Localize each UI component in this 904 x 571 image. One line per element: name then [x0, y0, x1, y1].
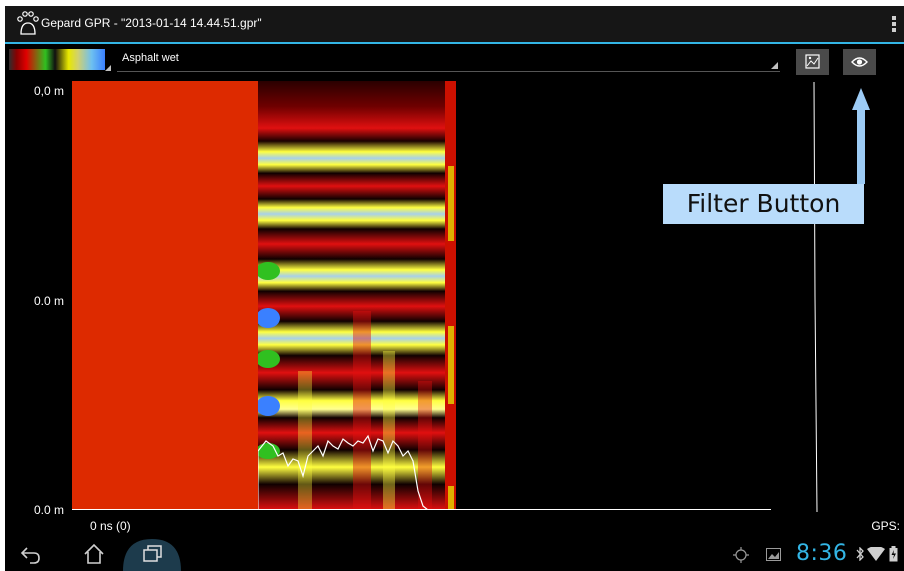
- depth-label-middle: 0.0 m: [34, 294, 65, 308]
- screenshot-icon: [766, 548, 781, 561]
- home-icon[interactable]: [82, 542, 106, 566]
- gps-label: GPS:: [871, 519, 900, 533]
- wifi-icon: [867, 547, 885, 561]
- filter-button[interactable]: [843, 49, 876, 75]
- map-button[interactable]: [796, 49, 829, 75]
- app-title: Gepard GPR - "2013-01-14 14.44.51.gpr": [41, 16, 262, 30]
- clock: 8:36: [796, 541, 848, 566]
- overflow-menu-icon[interactable]: [890, 15, 898, 33]
- annotation-label: Filter Button: [663, 184, 864, 224]
- position-marker-line: [813, 82, 818, 512]
- empty-scan-region: [72, 81, 258, 510]
- back-icon[interactable]: [19, 542, 43, 566]
- plot-baseline: [72, 509, 771, 510]
- bluetooth-icon: [856, 547, 864, 561]
- depth-label-bottom: 0.0 m: [34, 503, 65, 517]
- map-icon: [805, 54, 820, 69]
- eye-icon: [851, 57, 868, 67]
- device-screen: Gepard GPR - "2013-01-14 14.44.51.gpr" A…: [5, 6, 904, 571]
- action-bar: Gepard GPR - "2013-01-14 14.44.51.gpr": [5, 6, 904, 44]
- annotation-arrow-icon: [852, 88, 870, 184]
- time-label: 0 ns (0): [90, 519, 131, 533]
- system-nav-bar: 8:36: [5, 537, 904, 571]
- material-select[interactable]: Asphalt wet: [117, 49, 780, 72]
- recent-apps-icon[interactable]: [113, 537, 191, 571]
- color-palette-swatch[interactable]: [9, 49, 111, 71]
- radargram-image[interactable]: [258, 81, 456, 510]
- gps-status-icon: [733, 547, 749, 563]
- depth-label-top: 0,0 m: [34, 84, 65, 98]
- paw-icon[interactable]: [15, 10, 41, 36]
- material-label: Asphalt wet: [122, 52, 179, 64]
- battery-icon: [889, 546, 898, 562]
